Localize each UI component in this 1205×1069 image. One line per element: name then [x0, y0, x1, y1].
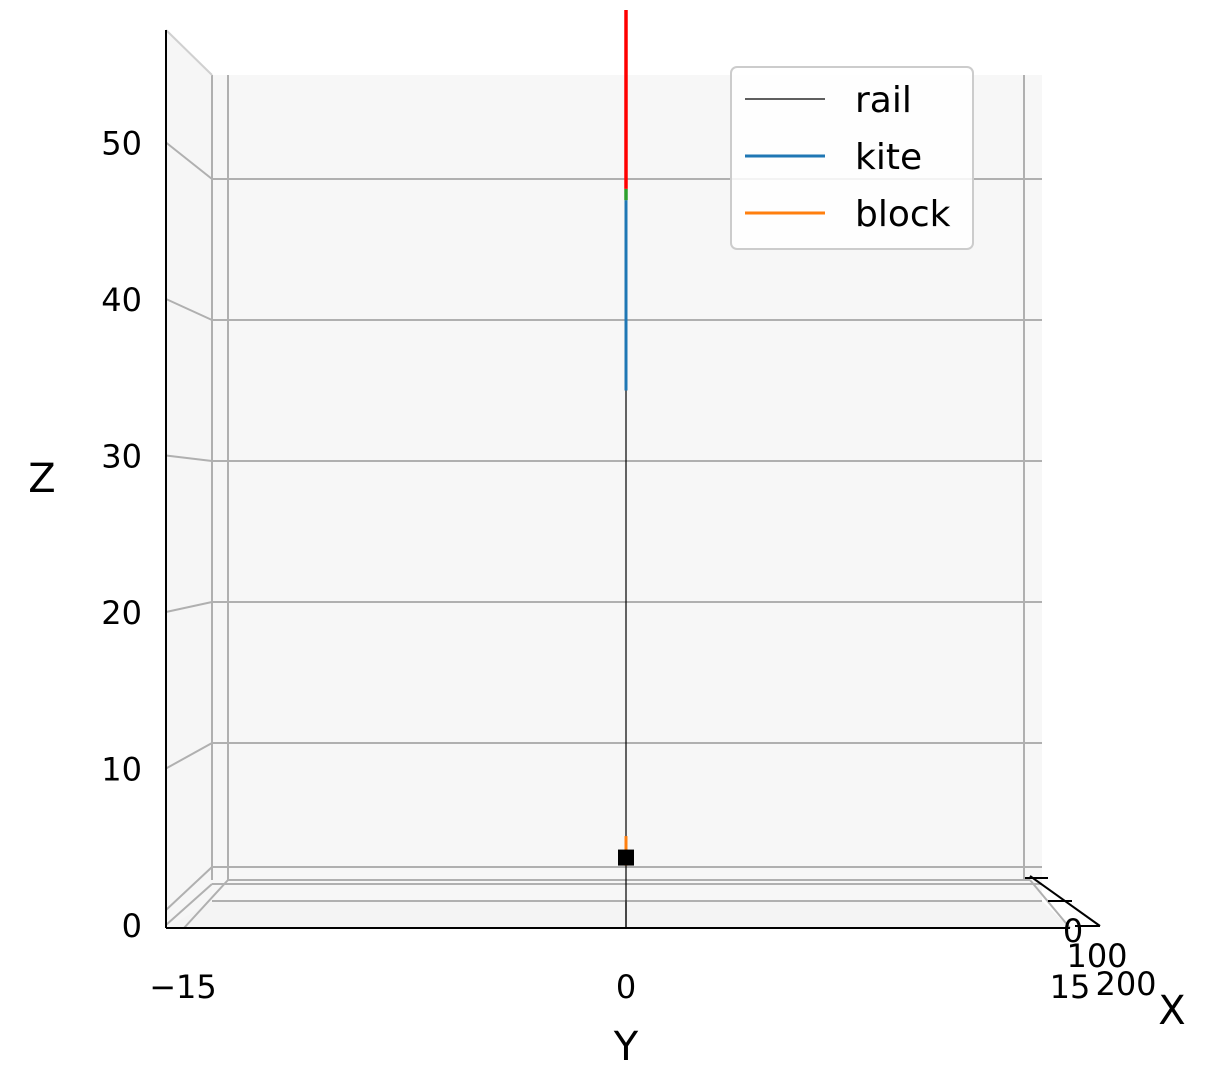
x-tick-label: 0 [1063, 912, 1083, 950]
floor-pane [166, 901, 1070, 928]
legend-label-kite: kite [855, 137, 922, 178]
floor-gridline [165, 866, 213, 911]
legend: rail kite block [730, 66, 974, 250]
left-pane [166, 30, 212, 928]
legend-label-block: block [855, 194, 951, 235]
z-tick-label: 20 [101, 594, 142, 632]
floor-gridline [183, 879, 229, 929]
pane-edge [165, 29, 213, 76]
z-tick-label: 10 [101, 751, 142, 789]
z-gridline-side [165, 601, 213, 613]
series-layer [618, 10, 634, 928]
z-gridline-side [165, 141, 213, 180]
z-tick-label: 50 [101, 125, 142, 163]
y-axis-label: Y [613, 1024, 639, 1069]
legend-label-rail: rail [855, 80, 912, 121]
square-marker [618, 849, 634, 866]
z-gridline-side [165, 454, 213, 462]
z-gridline-side [165, 742, 213, 770]
x-tick-label: 200 [1095, 965, 1156, 1003]
z-gridline-side [165, 298, 213, 321]
z-gridline-side [165, 883, 213, 926]
y-tick-label: −15 [149, 968, 217, 1006]
z-axis-label: Z [28, 456, 55, 502]
z-tick-label: 0 [122, 907, 142, 945]
z-tick-label: 30 [101, 438, 142, 476]
legend-box [730, 66, 974, 250]
x-axis-label: X [1158, 988, 1185, 1034]
y-tick-label: 15 [1050, 968, 1091, 1006]
z-tick-label: 40 [101, 281, 142, 319]
x-tick-label: 100 [1066, 937, 1127, 975]
floor-gridline [1029, 879, 1071, 929]
y-tick-label: 0 [616, 968, 636, 1006]
